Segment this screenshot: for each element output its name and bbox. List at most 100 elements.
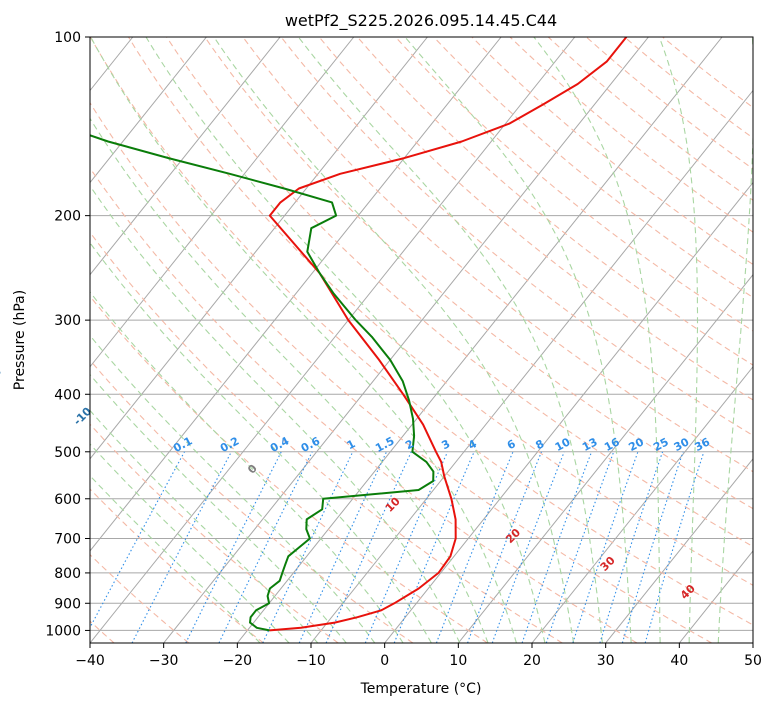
dry-adiabat-line (90, 553, 190, 643)
dry-adiabat-line (471, 37, 753, 266)
x-tick-label: 50 (744, 653, 762, 669)
dry-adiabat-line (242, 37, 753, 473)
mixing-ratio-line (185, 451, 282, 643)
dry-adiabat-line (585, 37, 753, 170)
mixing-ratio-line (599, 451, 664, 643)
dry-adiabat-line (90, 101, 712, 643)
dry-adiabat-line (547, 37, 753, 201)
moist-adiabat-line (90, 185, 461, 643)
moist-adiabat-line (145, 37, 546, 643)
x-tick-label: 40 (670, 653, 688, 669)
y-tick-label: 600 (54, 492, 81, 508)
y-axis-label: Pressure (hPa) (12, 290, 28, 390)
dry-adiabat-line (318, 37, 753, 401)
dry-adiabat-line (356, 37, 753, 366)
isotherm-line (678, 550, 753, 643)
isotherm-grid (0, 37, 753, 643)
moist-adiabat-line (90, 334, 376, 643)
mixing-ratio-label: 36 (692, 435, 712, 454)
moist-adiabat-line (90, 474, 261, 643)
dry-adiabat-line (662, 37, 753, 109)
mixing-ratio-label: 10 (553, 435, 573, 454)
mixing-ratio-line (131, 451, 232, 643)
moist-adiabat-line (658, 37, 699, 643)
y-tick-label: 200 (54, 209, 81, 225)
x-tick-label: −20 (223, 653, 253, 669)
isotherm-line (90, 37, 355, 368)
mixing-ratio-label: 6 (505, 437, 518, 452)
y-tick-label: 100 (54, 30, 81, 46)
isotherm-line (0, 37, 59, 643)
isotherm-line (163, 37, 649, 643)
moist-adiabat-line (90, 291, 404, 643)
mixing-ratio-line (521, 451, 593, 643)
dry-adiabats (90, 37, 753, 643)
x-tick-label: 20 (523, 653, 541, 669)
isotherm-line (605, 458, 753, 643)
mixing-ratio-line (435, 451, 514, 643)
mixing-ratio-line (393, 451, 475, 643)
dry-adiabat-line (433, 37, 753, 299)
mixing-ratio-line (298, 451, 387, 643)
moist-adiabat-line (404, 37, 632, 643)
y-tick-label: 700 (54, 532, 81, 548)
moist-adiabat-line (90, 409, 319, 643)
isotherm-line (90, 37, 576, 643)
x-tick-label: 0 (380, 653, 389, 669)
mixing-ratio-label: 16 (602, 435, 622, 454)
dry-adiabat-label: -10 (71, 404, 94, 427)
moist-adiabats (90, 37, 753, 643)
dry-adiabat-line (90, 295, 488, 643)
mixing-ratio-line (218, 451, 313, 643)
moist-adiabat-line (90, 443, 290, 643)
x-tick-label: 10 (449, 653, 467, 669)
mixing-ratio-line (90, 451, 185, 629)
plot-frame (89, 36, 754, 644)
moist-adiabat-line (90, 37, 518, 643)
isotherm-line (90, 37, 428, 460)
moist-adiabat-line (297, 37, 603, 643)
mixing-ratio-line (545, 451, 615, 643)
mixing-ratio-lines (90, 451, 705, 643)
chart-title: wetPf2_S225.2026.095.14.45.C44 (285, 11, 557, 31)
dry-adiabat-line (128, 37, 753, 586)
mixing-ratio-label: 3 (439, 437, 452, 452)
isotherm-line (531, 365, 753, 643)
y-tick-label: 900 (54, 596, 81, 612)
mixing-ratio-label: 13 (580, 435, 600, 454)
y-tick-label: 1000 (45, 623, 81, 639)
x-axis: −40 −30 −20 −10 0 10 20 30 40 50 (75, 643, 762, 669)
mixing-ratio-line (572, 451, 639, 643)
moist-adiabat-label: 20 (503, 526, 523, 546)
mixing-ratio-label: 4 (466, 437, 479, 452)
y-axis: 1000 900 800 700 600 500 400 300 200 100 (45, 30, 90, 639)
sounding-series (90, 37, 628, 632)
dry-adiabat-line (90, 423, 339, 643)
mixing-ratio-label: 8 (533, 437, 546, 452)
dry-adiabat-label: -20 (0, 365, 4, 388)
isotherm-line (90, 37, 207, 184)
moist-adiabat-line (90, 241, 432, 643)
mixing-ratio-label: 25 (651, 435, 671, 454)
isotherm-line (236, 37, 723, 643)
mixing-ratio-line (262, 451, 354, 643)
y-tick-label: 500 (54, 445, 81, 461)
x-tick-label: −40 (75, 653, 105, 669)
dry-adiabat-line (90, 167, 638, 643)
dewpoint-profile (90, 134, 435, 632)
isobar-grid (90, 37, 753, 631)
dry-adiabat-line (509, 37, 753, 233)
temperature-profile (268, 37, 628, 632)
y-tick-label: 400 (54, 387, 81, 403)
dry-adiabat-line (204, 37, 753, 510)
mixing-ratio-line (466, 451, 543, 643)
isotherm-line (90, 37, 281, 276)
moist-adiabat-line (90, 373, 347, 643)
moist-adiabat-label: 10 (383, 495, 403, 515)
isotherm-line (752, 642, 753, 643)
dry-adiabat-line (90, 488, 264, 643)
moist-adiabat-line (717, 37, 753, 643)
mixing-ratio-line (491, 451, 565, 643)
y-tick-label: 800 (54, 566, 81, 582)
isotherm-line (457, 273, 753, 643)
